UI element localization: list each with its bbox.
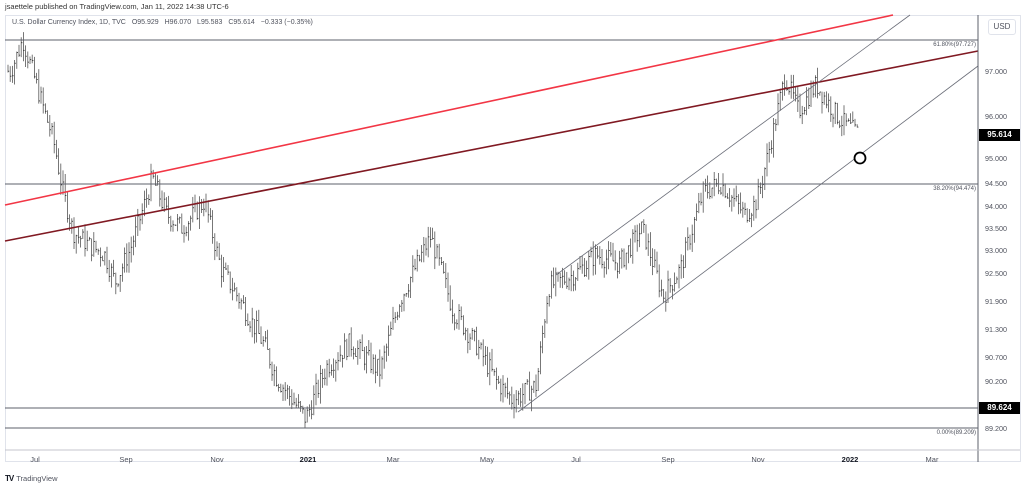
symbol-name: U.S. Dollar Currency Index, 1D, TVC <box>12 19 126 26</box>
tradingview-logo-icon: TV <box>5 474 14 483</box>
time-tick: Mar <box>387 455 400 464</box>
ohlc-close: C95.614 <box>228 19 255 26</box>
horizontal-lines <box>5 39 978 429</box>
fib-0-label: 0.00%(89.209) <box>937 430 976 436</box>
price-tick: 90.700 <box>985 353 1007 362</box>
price-tick: 93.000 <box>985 246 1007 255</box>
tradingview-footer[interactable]: TV TradingView <box>5 474 58 483</box>
time-tick: May <box>480 455 494 464</box>
fib-61-8-label: 61.80%(97.727) <box>933 42 976 48</box>
price-change: −0.333 (−0.35%) <box>260 19 313 26</box>
price-tick: 91.300 <box>985 325 1007 334</box>
price-tick: 92.500 <box>985 269 1007 278</box>
price-tick: 94.000 <box>985 202 1007 211</box>
fib-38-2-label: 38.20%(94.474) <box>933 186 976 192</box>
currency-button[interactable]: USD <box>988 19 1016 35</box>
ohlc-low: L95.583 <box>197 19 223 26</box>
time-tick-year: 2021 <box>300 455 317 464</box>
dark-red-trendline[interactable] <box>4 50 979 242</box>
target-circle-marker[interactable] <box>853 151 867 165</box>
price-tick: 95.000 <box>985 154 1007 163</box>
tradingview-brand: TradingView <box>16 474 58 483</box>
time-tick: Mar <box>926 455 939 464</box>
price-tick: 91.900 <box>985 297 1007 306</box>
chart-frame <box>5 15 1021 462</box>
price-tick: 96.000 <box>985 112 1007 121</box>
price-tick: 89.200 <box>985 424 1007 433</box>
time-tick: Nov <box>751 455 765 464</box>
price-tick: 97.000 <box>985 67 1007 76</box>
last-price-tag: 95.614 <box>979 129 1020 141</box>
ohlc-high: H96.070 <box>164 19 192 26</box>
time-tick-year: 2022 <box>842 455 859 464</box>
time-tick: Jul <box>571 455 581 464</box>
channel-upper-line[interactable] <box>555 14 911 276</box>
price-tick: 90.200 <box>985 377 1007 386</box>
publisher-credit: jsaettele published on TradingView.com, … <box>5 2 229 11</box>
time-tick: Sep <box>119 455 132 464</box>
time-tick: Jul <box>30 455 40 464</box>
price-axis[interactable]: 97.000 96.000 95.000 94.500 94.000 93.50… <box>985 67 1007 433</box>
price-tick: 93.500 <box>985 224 1007 233</box>
time-tick: Nov <box>210 455 224 464</box>
red-resistance-trendline[interactable] <box>4 14 894 206</box>
support-price-tag: 89.624 <box>979 402 1020 414</box>
ohlc-bars <box>7 32 859 428</box>
time-axis[interactable]: Jul Sep Nov 2021 Mar May Jul Sep Nov 202… <box>30 455 939 464</box>
price-tick: 94.500 <box>985 179 1007 188</box>
time-tick: Sep <box>661 455 674 464</box>
ohlc-open: O95.929 <box>131 19 159 26</box>
channel-lower-line[interactable] <box>517 65 979 413</box>
symbol-legend: U.S. Dollar Currency Index, 1D, TVC O95.… <box>12 19 317 26</box>
